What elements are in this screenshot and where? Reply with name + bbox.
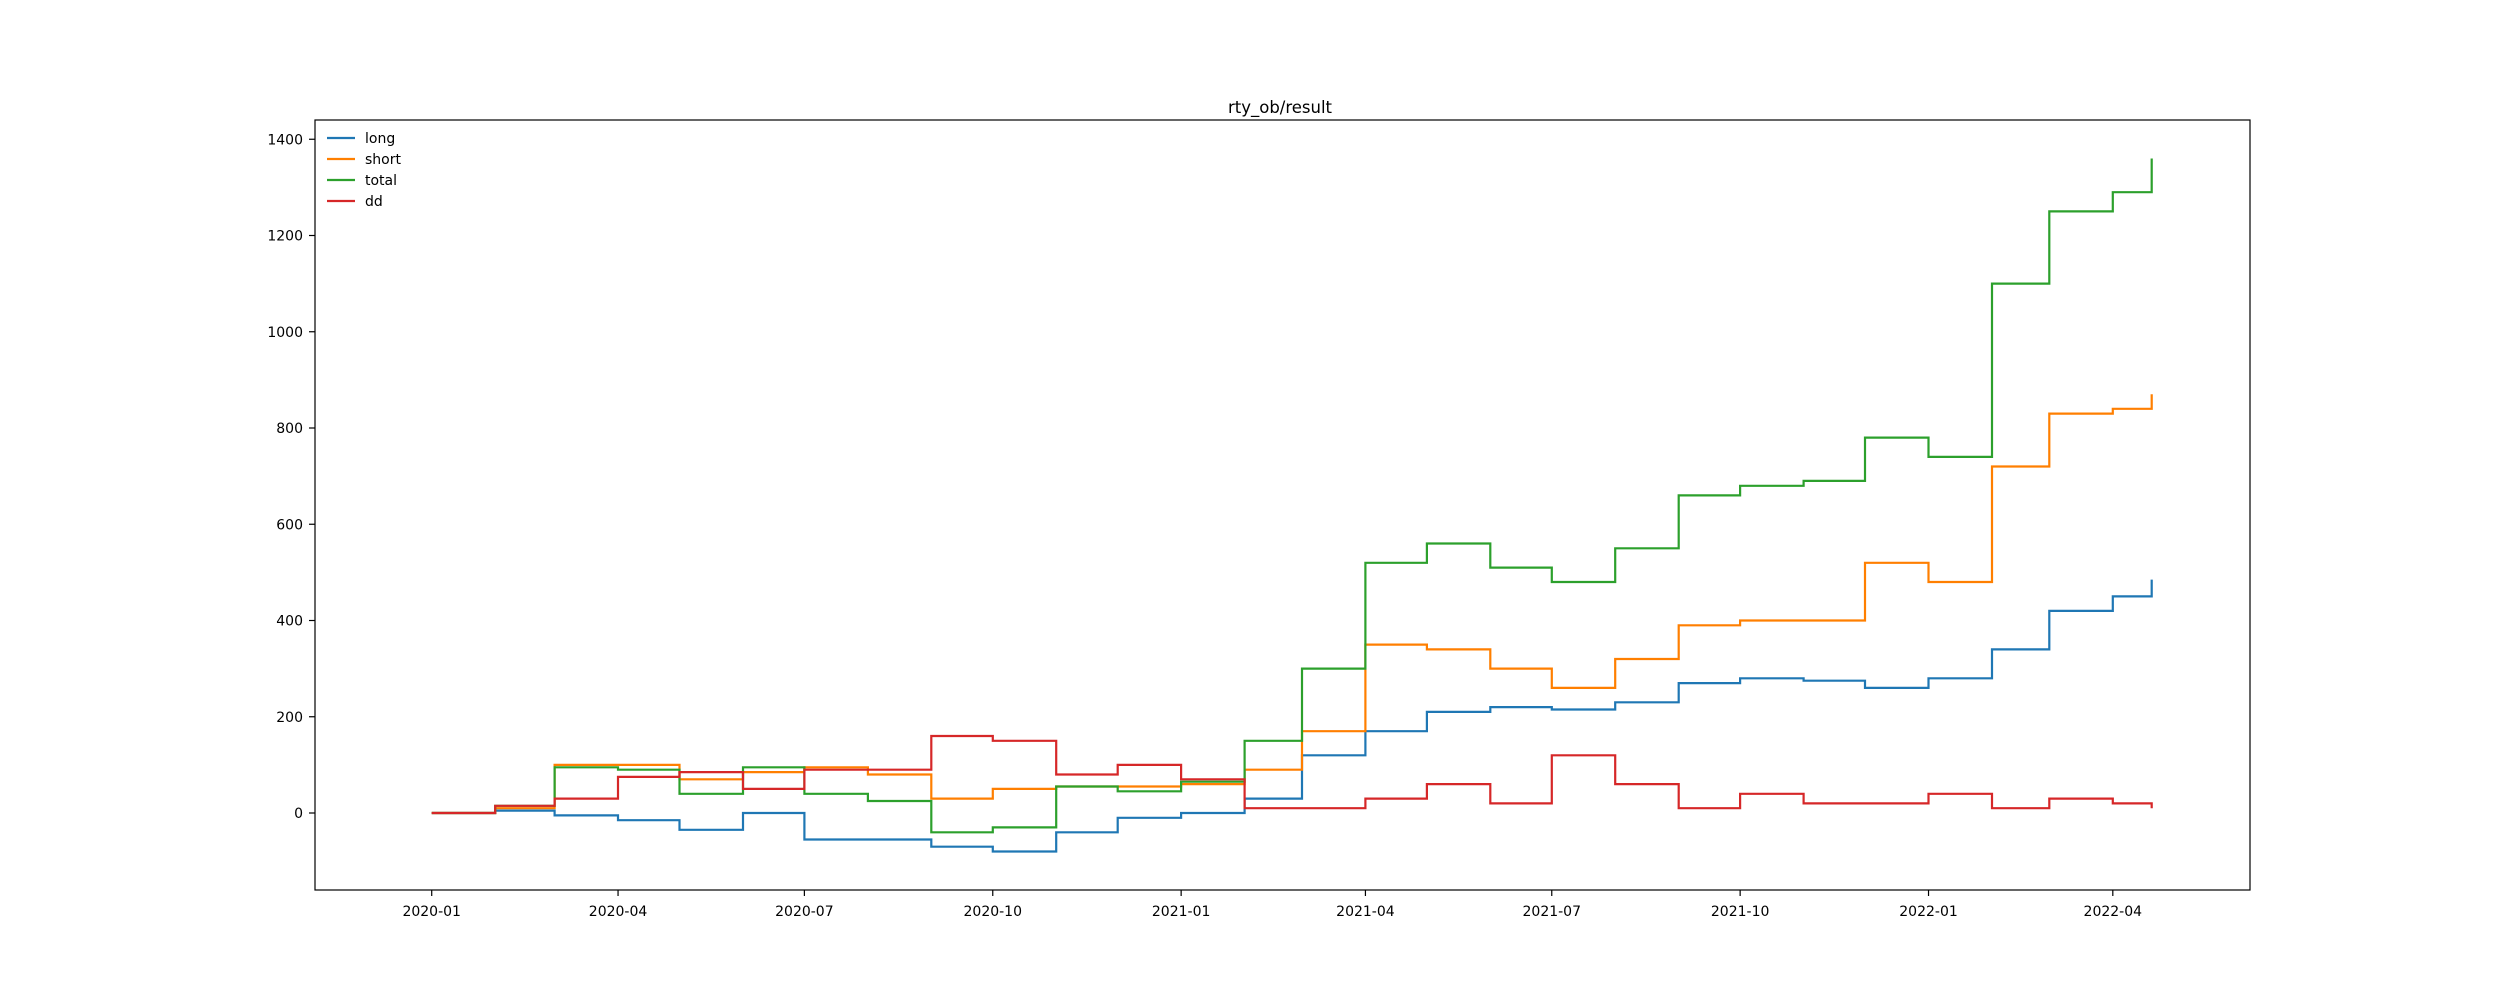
x-tick-label: 2020-01 bbox=[402, 904, 461, 920]
x-tick-label: 2021-04 bbox=[1336, 904, 1395, 920]
x-tick-label: 2020-10 bbox=[964, 904, 1023, 920]
y-tick-label: 1400 bbox=[267, 132, 303, 148]
chart-title: rty_ob/result bbox=[1228, 98, 1333, 118]
legend-label-total: total bbox=[365, 173, 397, 189]
y-tick-label: 600 bbox=[276, 517, 303, 533]
legend-label-short: short bbox=[365, 152, 401, 168]
y-axis: 0 200 400 600 800 1000 1200 1400 bbox=[267, 132, 315, 822]
series-lines bbox=[431, 158, 2153, 853]
x-axis: 2020-01 2020-04 2020-07 2020-10 2021-01 2021-… bbox=[402, 890, 2142, 920]
y-tick-label: 0 bbox=[294, 806, 303, 822]
series-line-long bbox=[431, 579, 2153, 853]
y-tick-label: 1200 bbox=[267, 229, 303, 245]
x-tick-label: 2022-04 bbox=[2084, 904, 2143, 920]
series-line-dd bbox=[431, 734, 2153, 815]
plot-frame bbox=[314, 119, 2251, 891]
y-tick-label: 400 bbox=[276, 614, 303, 630]
x-tick-label: 2020-04 bbox=[589, 904, 648, 920]
legend: long short total dd bbox=[327, 131, 401, 210]
legend-label-dd: dd bbox=[365, 194, 383, 210]
x-tick-label: 2020-07 bbox=[775, 904, 834, 920]
y-tick-label: 1000 bbox=[267, 325, 303, 341]
x-tick-label: 2021-10 bbox=[1711, 904, 1770, 920]
y-tick-label: 200 bbox=[276, 710, 303, 726]
x-tick-label: 2021-07 bbox=[1523, 904, 1582, 920]
y-tick-label: 800 bbox=[276, 421, 303, 437]
legend-label-long: long bbox=[365, 131, 395, 147]
x-tick-label: 2022-01 bbox=[1899, 904, 1958, 920]
x-tick-label: 2021-01 bbox=[1152, 904, 1211, 920]
